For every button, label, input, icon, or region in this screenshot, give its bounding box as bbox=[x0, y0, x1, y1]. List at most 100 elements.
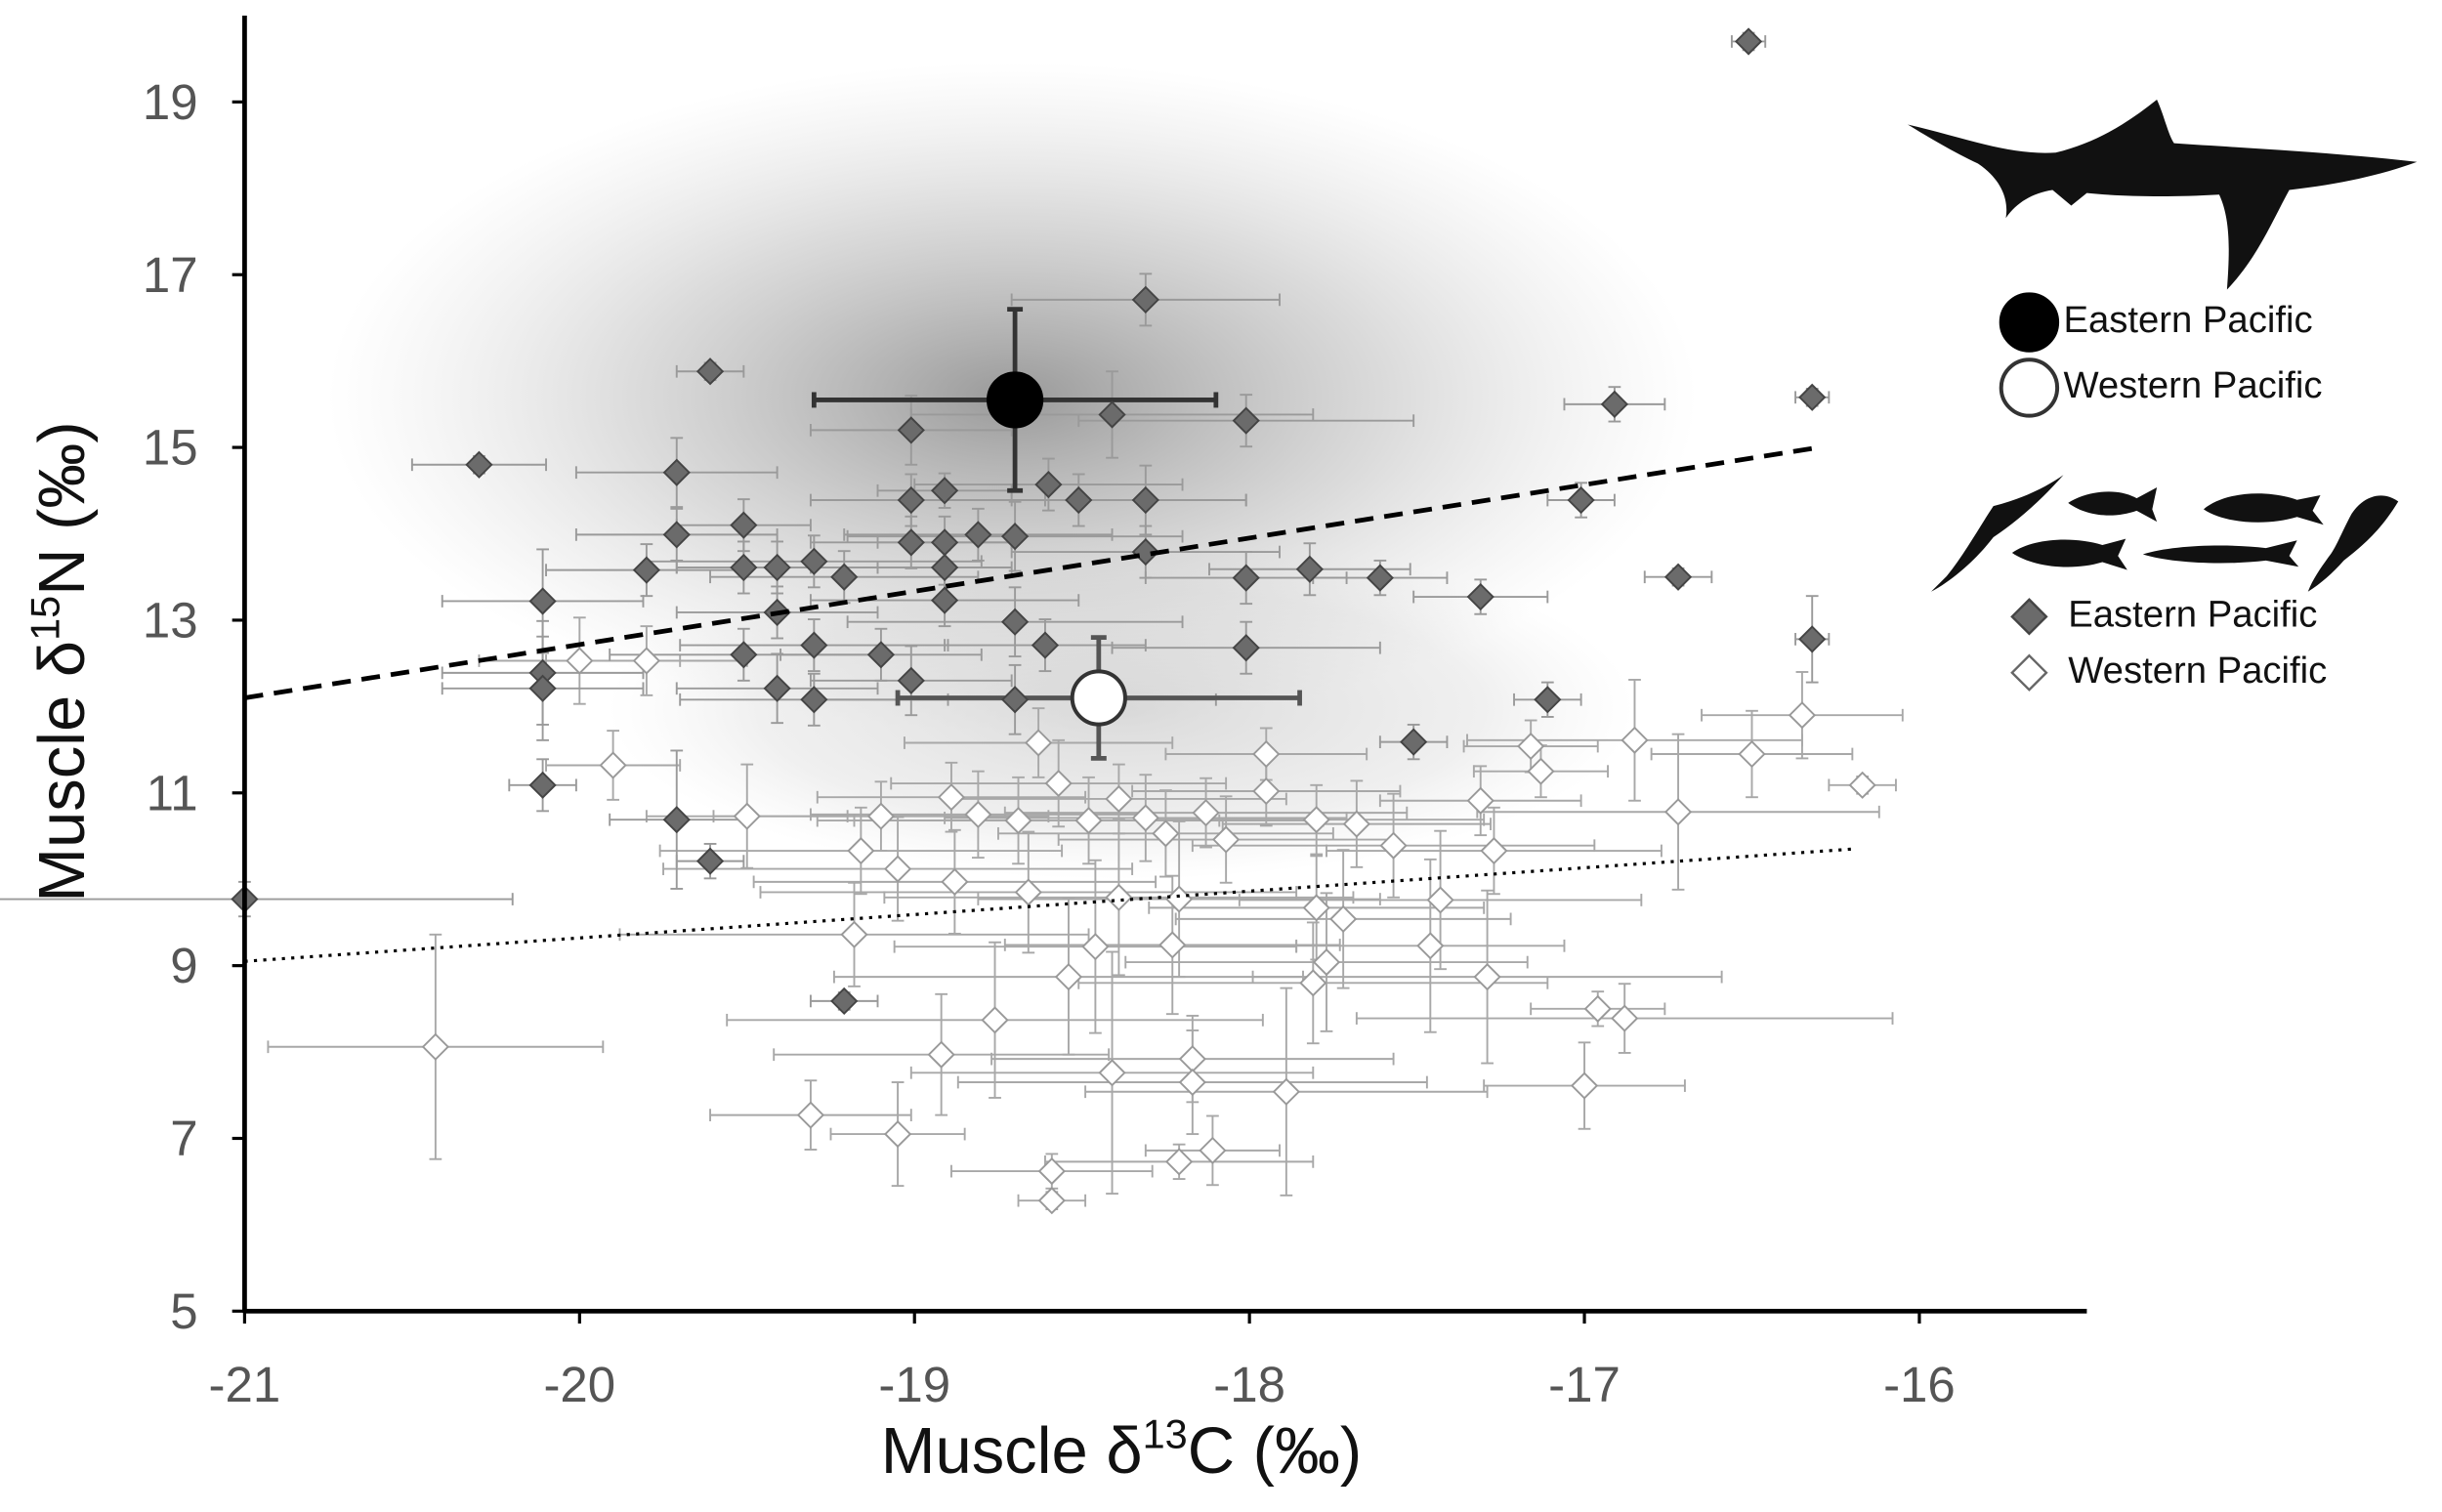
prey-point bbox=[1044, 769, 1073, 798]
prey-point bbox=[1252, 739, 1281, 769]
prey-point bbox=[1152, 819, 1180, 848]
prey-point bbox=[800, 547, 828, 575]
prey-point bbox=[662, 806, 691, 834]
prey-point bbox=[528, 674, 557, 702]
prey-point bbox=[662, 458, 691, 486]
prey-point bbox=[1065, 485, 1093, 515]
prey-point bbox=[1024, 729, 1053, 757]
prey-point bbox=[847, 836, 875, 865]
prey-point bbox=[1295, 555, 1324, 583]
prey-point bbox=[1466, 786, 1495, 815]
prey-point bbox=[1366, 564, 1394, 592]
label-sup: 15 bbox=[22, 596, 68, 641]
y-tick-label: 9 bbox=[170, 938, 197, 993]
prey-point bbox=[1232, 634, 1260, 662]
label-part: Muscle δ bbox=[25, 641, 99, 903]
prey-point bbox=[421, 1032, 449, 1061]
prey-point bbox=[1232, 564, 1260, 592]
prey-point bbox=[927, 1040, 955, 1069]
prey-point bbox=[1738, 739, 1766, 769]
prey-point bbox=[1098, 1059, 1126, 1087]
legend-label: Eastern Pacific bbox=[2063, 299, 2312, 341]
prey-point bbox=[1037, 1187, 1066, 1215]
prey-point bbox=[866, 802, 896, 830]
prey-point bbox=[1178, 1045, 1206, 1073]
x-tick-label: -16 bbox=[1883, 1357, 1956, 1412]
x-tick-label: -17 bbox=[1548, 1357, 1621, 1412]
prey-point bbox=[1473, 963, 1501, 991]
y-tick-label: 19 bbox=[143, 74, 198, 130]
prey-point bbox=[930, 553, 959, 582]
prey-point bbox=[1158, 931, 1187, 959]
prey-point bbox=[1400, 728, 1428, 756]
prey-point bbox=[695, 357, 725, 386]
prey-point bbox=[964, 521, 992, 549]
legend-marker bbox=[2010, 598, 2048, 636]
prey-point bbox=[1798, 383, 1827, 411]
prey-point bbox=[599, 751, 627, 779]
prey-point bbox=[695, 847, 725, 875]
prey-point bbox=[733, 802, 761, 830]
prey-point bbox=[800, 631, 828, 659]
prey-point bbox=[1131, 804, 1159, 832]
prey-point bbox=[1004, 806, 1032, 835]
prey-point bbox=[1567, 485, 1595, 515]
x-axis-label: Muscle δ13C (‰) bbox=[881, 1411, 1362, 1489]
prey-point bbox=[1302, 894, 1330, 922]
mean-point bbox=[1070, 669, 1127, 727]
prey-point bbox=[937, 783, 966, 812]
prey-point bbox=[1232, 406, 1260, 435]
prey-point bbox=[1342, 810, 1370, 838]
prey-point bbox=[1081, 933, 1110, 961]
prey-point bbox=[1517, 732, 1545, 761]
legend-marker bbox=[1999, 292, 2060, 353]
prey-point bbox=[883, 855, 912, 883]
prey-point bbox=[800, 686, 828, 714]
prey-point bbox=[1480, 836, 1508, 865]
prey-point bbox=[830, 987, 859, 1015]
prey-point bbox=[1600, 390, 1629, 418]
prey-point bbox=[1000, 608, 1030, 636]
prey-point bbox=[1426, 886, 1454, 914]
legend-label: Eastern Pacific bbox=[2068, 593, 2317, 635]
prey-point bbox=[1798, 625, 1827, 653]
prey-point bbox=[1199, 1136, 1227, 1164]
prey-point bbox=[1014, 878, 1042, 906]
prey-point bbox=[1379, 831, 1408, 860]
prey-point bbox=[1165, 1148, 1194, 1176]
prey-point bbox=[930, 586, 959, 614]
prey-point bbox=[1192, 799, 1220, 827]
prey-point bbox=[1302, 806, 1330, 834]
prey-point bbox=[1527, 757, 1555, 785]
prey-point bbox=[897, 485, 925, 515]
prey-point bbox=[1000, 523, 1030, 551]
y-tick-label: 13 bbox=[143, 592, 198, 648]
prey-point bbox=[566, 647, 594, 675]
prey-point bbox=[1105, 784, 1133, 814]
legend-label: Western Pacific bbox=[2063, 364, 2322, 406]
x-tick-label: -21 bbox=[209, 1357, 281, 1412]
prey-point bbox=[930, 477, 959, 505]
prey-point bbox=[796, 1101, 825, 1129]
x-tick-label: -20 bbox=[543, 1357, 615, 1412]
prey-point bbox=[1663, 563, 1693, 591]
prey-point bbox=[1131, 537, 1159, 567]
prey-point bbox=[1037, 1156, 1066, 1186]
prey-point bbox=[763, 553, 791, 582]
prey-point bbox=[1663, 798, 1693, 826]
prey-point bbox=[730, 511, 758, 539]
y-tick-label: 7 bbox=[170, 1111, 197, 1166]
prey-point bbox=[1000, 686, 1030, 714]
prey-point bbox=[1131, 285, 1159, 314]
prey-point bbox=[1312, 947, 1341, 977]
prey-point bbox=[1611, 1004, 1639, 1032]
prey-point bbox=[465, 450, 493, 479]
prey-point bbox=[1031, 631, 1060, 659]
shark-icon bbox=[1908, 100, 2418, 290]
prey-point bbox=[730, 553, 758, 582]
prey-point bbox=[1252, 777, 1281, 806]
prey-point bbox=[1788, 701, 1817, 730]
label-part: Muscle δ bbox=[881, 1414, 1143, 1488]
prey-point bbox=[1054, 963, 1083, 991]
prey-point bbox=[1570, 1071, 1599, 1100]
